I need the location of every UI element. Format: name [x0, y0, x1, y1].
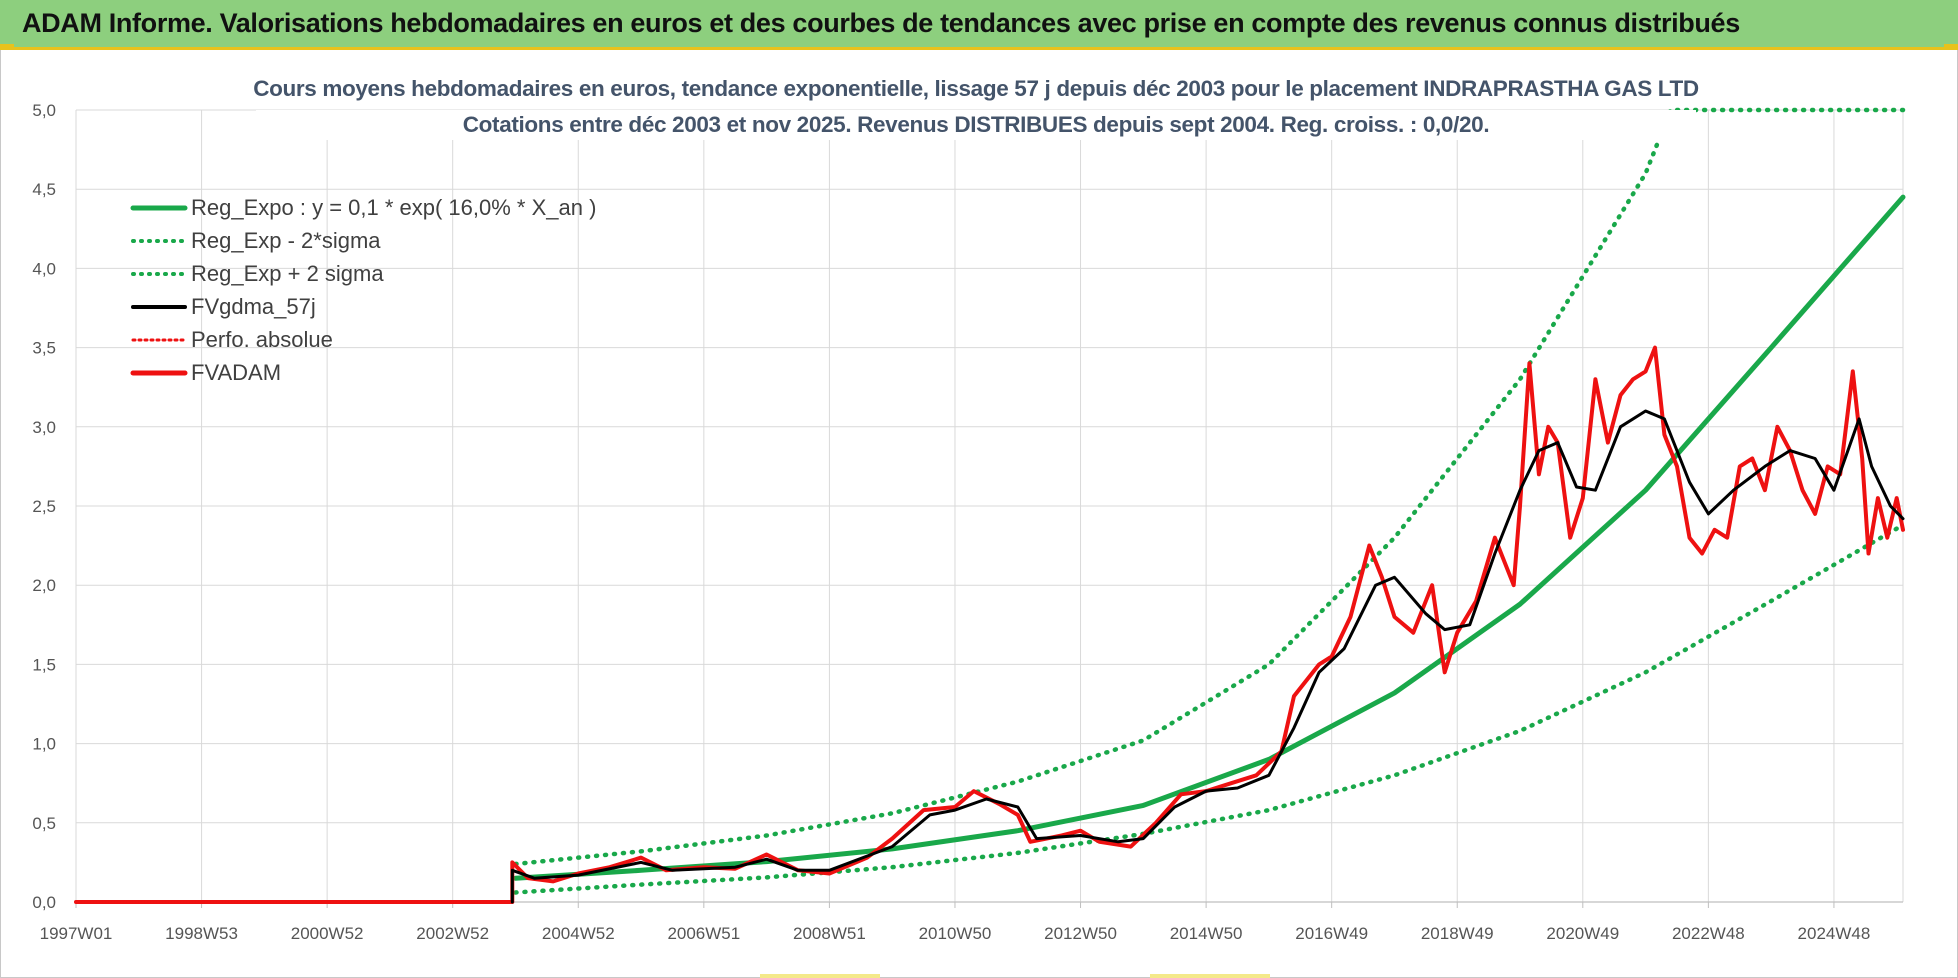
chart-title-line: Cotations entre déc 2003 et nov 2025. Re…	[463, 112, 1489, 137]
y-tick-label: 4,0	[32, 259, 56, 278]
x-tick-label: 2008W51	[793, 924, 866, 943]
x-tick-label: 2010W50	[919, 924, 992, 943]
series-lines	[74, 107, 1906, 904]
chart-title-line: Cours moyens hebdomadaires en euros, ten…	[253, 76, 1699, 101]
x-tick-label: 2004W52	[542, 924, 615, 943]
series-reg-exp-2-sigma	[513, 107, 1906, 867]
y-tick-label: 2,5	[32, 497, 56, 516]
report-banner: ADAM Informe. Valorisations hebdomadaire…	[0, 0, 1958, 50]
x-tick-label: 2014W50	[1170, 924, 1243, 943]
x-tick-label: 2018W49	[1421, 924, 1494, 943]
y-tick-label: 0,5	[32, 814, 56, 833]
y-tick-label: 1,5	[32, 655, 56, 674]
x-tick-label: 2002W52	[416, 924, 489, 943]
legend-label: Reg_Exp - 2*sigma	[191, 228, 381, 253]
x-tick-label: 2012W50	[1044, 924, 1117, 943]
x-tick-label: 2024W48	[1798, 924, 1871, 943]
legend-label: FVgdma_57j	[191, 294, 316, 319]
x-tick-label: 1998W53	[165, 924, 238, 943]
series-reg-exp-2-sigma	[513, 522, 1906, 895]
legend-label: FVADAM	[191, 360, 281, 385]
y-tick-label: 2,0	[32, 576, 56, 595]
y-tick-label: 1,0	[32, 735, 56, 754]
y-tick-label: 5,0	[32, 101, 56, 120]
x-tick-label: 2020W49	[1546, 924, 1619, 943]
y-tick-label: 0,0	[32, 893, 56, 912]
corner-mark-left	[0, 44, 14, 50]
x-axis: 1997W01 1998W53 2000W52 2002W52 2004W52 2006W…	[40, 901, 1903, 943]
chart-title: Cours moyens hebdomadaires en euros, ten…	[253, 74, 1699, 140]
chart-title-bg	[256, 74, 1696, 104]
y-tick-label: 3,0	[32, 418, 56, 437]
corner-mark-right	[1944, 44, 1958, 50]
series-fvgdma-57j	[510, 409, 1905, 904]
y-tick-label: 3,5	[32, 339, 56, 358]
series-fvadam	[74, 345, 1905, 904]
report-title: ADAM Informe. Valorisations hebdomadaire…	[22, 8, 1740, 38]
chart-frame: 0,0 0,5 1,0 1,5 2,0 2,5 3,0 3,5 4,0 4,5 5,0 1997W0…	[0, 50, 1958, 978]
legend-label: Reg_Expo : y = 0,1 * exp( 16,0% * X_an )	[191, 195, 596, 220]
x-tick-label: 2022W48	[1672, 924, 1745, 943]
x-tick-label: 1997W01	[40, 924, 113, 943]
legend: Reg_Expo : y = 0,1 * exp( 16,0% * X_an )…	[130, 195, 596, 385]
x-tick-label: 2000W52	[291, 924, 364, 943]
bottom-mark-1	[760, 974, 880, 978]
legend-label: Reg_Exp + 2 sigma	[191, 261, 384, 286]
series-reg-expo	[513, 194, 1906, 881]
x-tick-label: 2016W49	[1295, 924, 1368, 943]
y-axis: 0,0 0,5 1,0 1,5 2,0 2,5 3,0 3,5 4,0 4,5 5,0	[32, 101, 56, 912]
x-tick-label: 2006W51	[667, 924, 740, 943]
y-tick-label: 4,5	[32, 180, 56, 199]
bottom-mark-2	[1150, 974, 1270, 978]
legend-label: Perfo. absolue	[191, 327, 333, 352]
trend-chart: 0,0 0,5 1,0 1,5 2,0 2,5 3,0 3,5 4,0 4,5 5,0 1997W0…	[32, 74, 1906, 943]
chart-title-bg	[256, 110, 1696, 140]
